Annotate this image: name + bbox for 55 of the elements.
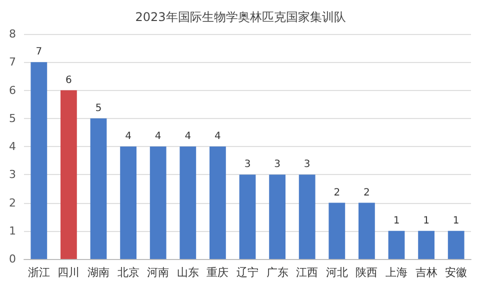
x-tick-label: 重庆	[206, 266, 229, 279]
bar	[328, 202, 346, 259]
data-label: 4	[125, 131, 132, 142]
data-label: 2	[364, 187, 370, 198]
bar	[120, 146, 136, 259]
bar	[30, 62, 48, 259]
bar	[239, 174, 256, 259]
bar	[180, 146, 196, 259]
bar	[210, 146, 226, 259]
data-label: 4	[214, 131, 221, 142]
y-tick-label: 3	[9, 168, 16, 182]
data-label: 2	[334, 187, 340, 198]
x-tick-label: 广东	[266, 266, 288, 279]
x-tick-label: 湖南	[88, 266, 110, 279]
data-label: 5	[95, 102, 102, 114]
x-tick-label: 河北	[326, 266, 348, 279]
x-tick-label: 安徽	[445, 266, 468, 279]
y-tick-label: 2	[9, 196, 16, 210]
y-tick-label: 8	[9, 28, 16, 40]
y-tick-label: 4	[9, 140, 16, 153]
bar	[418, 230, 434, 259]
bar	[150, 146, 166, 259]
bar	[90, 118, 107, 259]
data-label: 7	[36, 46, 42, 58]
data-label: 3	[304, 159, 310, 170]
x-tick-label: 江西	[296, 266, 318, 279]
data-label: 3	[244, 159, 251, 170]
data-label: 1	[452, 215, 460, 226]
bar	[298, 174, 316, 259]
y-tick-label: 0	[9, 252, 16, 266]
bar	[358, 202, 375, 259]
x-tick-label: 山东	[176, 266, 199, 279]
x-tick-label: 上海	[386, 266, 408, 279]
x-tick-label: 陕西	[356, 266, 378, 279]
y-tick-label: 7	[9, 56, 16, 69]
data-label: 1	[423, 215, 430, 226]
y-tick-label: 1	[9, 224, 16, 238]
x-tick-label: 吉林	[415, 266, 438, 279]
chart-title: 2023年国际生物学奥林匹克国家集训队	[135, 10, 346, 24]
bar	[60, 90, 77, 259]
x-tick-label: 四川	[58, 266, 80, 279]
bar	[448, 230, 464, 259]
y-tick-label: 5	[9, 112, 16, 125]
data-label: 1	[393, 215, 400, 226]
bar	[269, 174, 286, 259]
x-tick-label: 辽宁	[236, 266, 258, 279]
bar	[388, 230, 405, 259]
x-tick-label: 北京	[117, 266, 140, 279]
data-label: 4	[184, 131, 192, 142]
x-tick-label: 河南	[147, 266, 170, 279]
x-tick-label: 浙江	[28, 266, 50, 279]
data-label: 6	[66, 74, 72, 86]
y-tick-label: 6	[9, 84, 16, 97]
data-label: 3	[274, 159, 280, 170]
data-label: 4	[154, 131, 162, 142]
